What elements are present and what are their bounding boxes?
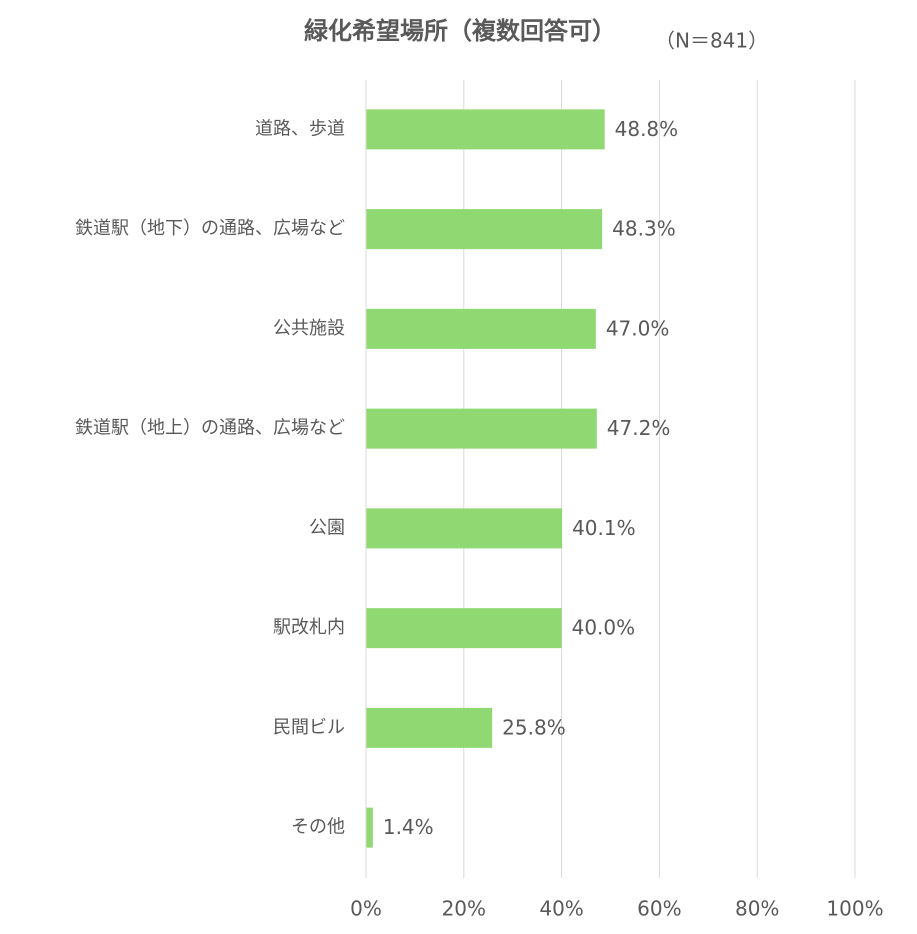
- y-tick-label: 公共施設: [273, 318, 345, 339]
- value-label: 47.2%: [607, 416, 671, 440]
- chart-subtitle: （N＝841）: [655, 29, 768, 53]
- y-tick-label: その他: [291, 817, 345, 838]
- y-tick-label: 鉄道駅（地下）の通路、広場など: [75, 218, 345, 239]
- bar: [366, 508, 563, 549]
- bar: [366, 707, 493, 748]
- y-tick-label: 駅改札内: [273, 617, 345, 638]
- value-label: 1.4%: [383, 815, 434, 839]
- value-label: 48.3%: [612, 217, 676, 241]
- bar: [366, 807, 373, 848]
- bar: [366, 408, 597, 449]
- value-label: 40.0%: [572, 616, 636, 640]
- bar: [366, 209, 603, 250]
- bar: [366, 608, 562, 649]
- bar: [366, 109, 605, 150]
- value-label: 48.8%: [615, 117, 679, 141]
- chart-title: 緑化希望場所（複数回答可）: [304, 17, 616, 45]
- x-tick-label: 20%: [442, 897, 486, 921]
- y-tick-label: 公園: [309, 517, 345, 538]
- bar: [366, 308, 596, 349]
- x-tick-label: 0%: [350, 897, 382, 921]
- value-label: 40.1%: [572, 516, 636, 540]
- y-tick-label: 鉄道駅（地上）の通路、広場など: [75, 418, 345, 439]
- y-tick-label: 道路、歩道: [255, 118, 345, 139]
- x-tick-label: 80%: [735, 897, 779, 921]
- x-tick-label: 100%: [826, 897, 883, 921]
- x-tick-label: 60%: [637, 897, 681, 921]
- x-tick-label: 40%: [539, 897, 583, 921]
- value-label: 25.8%: [502, 715, 566, 739]
- value-label: 47.0%: [606, 316, 670, 340]
- y-tick-label: 民間ビル: [273, 717, 345, 738]
